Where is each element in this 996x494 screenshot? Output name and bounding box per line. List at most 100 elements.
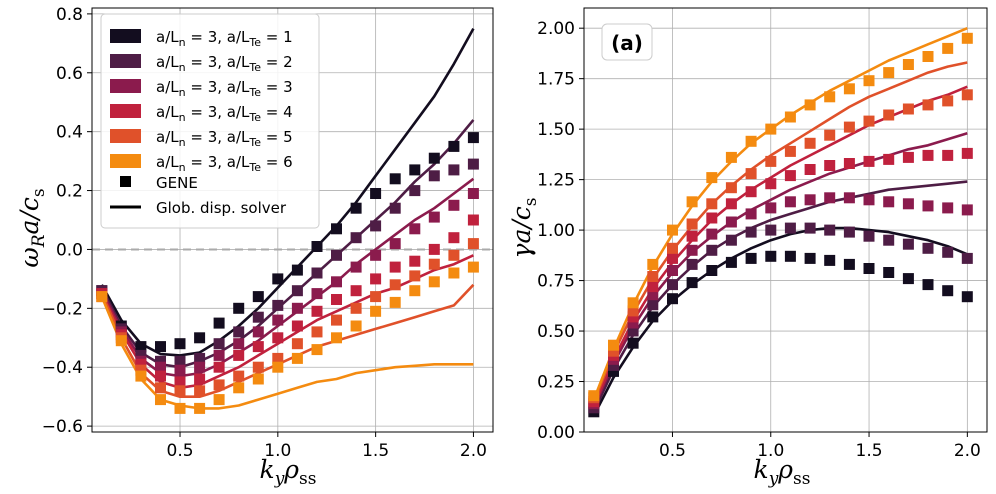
gene-point bbox=[252, 326, 264, 338]
gene-point bbox=[272, 361, 284, 373]
gene-point bbox=[467, 158, 479, 170]
gene-point bbox=[467, 214, 479, 226]
gene-point bbox=[331, 223, 342, 235]
gene-point bbox=[409, 164, 421, 176]
gene-point bbox=[804, 137, 816, 149]
gene-point bbox=[725, 216, 737, 228]
legend-swatch bbox=[110, 129, 141, 143]
legend-swatch bbox=[110, 154, 141, 168]
gene-point bbox=[667, 279, 678, 291]
gene-point bbox=[686, 244, 698, 256]
legend-box bbox=[100, 13, 320, 229]
y-tick-label: 1.75 bbox=[537, 70, 575, 90]
gene-point bbox=[174, 364, 186, 376]
y-tick-label: 0.50 bbox=[537, 322, 575, 342]
gene-point bbox=[686, 258, 698, 270]
gene-point bbox=[647, 258, 659, 270]
gene-point bbox=[863, 230, 875, 242]
x-tick-label: 1.0 bbox=[757, 441, 784, 461]
left-panel: 0.5 1.0 1.5 2.0−0.6−0.4−0.20.00.20.40.60.8 … bbox=[15, 5, 494, 489]
gene-point bbox=[233, 338, 245, 350]
gene-point bbox=[922, 149, 934, 161]
gene-point bbox=[311, 267, 323, 279]
gene-point bbox=[174, 338, 186, 350]
gene-point bbox=[745, 168, 757, 180]
gene-point bbox=[784, 170, 796, 182]
gene-point bbox=[272, 299, 284, 311]
gene-point bbox=[311, 326, 323, 338]
gene-point bbox=[824, 160, 836, 171]
gene-point bbox=[467, 132, 479, 144]
legend-solver-label: Glob. disp. solver bbox=[156, 199, 287, 217]
gene-point bbox=[902, 238, 914, 250]
y-tick-label: 1.00 bbox=[537, 221, 575, 241]
gene-point bbox=[155, 355, 166, 367]
gene-point bbox=[824, 192, 836, 204]
gene-point bbox=[409, 285, 421, 297]
y-tick-label: 0.8 bbox=[56, 5, 83, 25]
right-panel: 0.5 1.0 1.5 2.0 0.00 0.25 0.50 0.75 1.00 1.25 1.50… bbox=[507, 7, 988, 489]
gene-point bbox=[804, 164, 816, 175]
gene-point bbox=[370, 188, 382, 199]
gene-point bbox=[370, 291, 382, 303]
gene-point bbox=[706, 265, 718, 276]
legend-swatch bbox=[110, 79, 141, 93]
gene-point bbox=[467, 238, 479, 250]
legend-entry-label: a/Ln = 3, a/LTe = 4 bbox=[156, 103, 293, 124]
gene-point bbox=[213, 338, 225, 350]
left-axes-frame bbox=[91, 7, 494, 433]
gene-point bbox=[961, 147, 973, 159]
legend-entry-label: a/Ln = 3, a/LTe = 2 bbox=[156, 53, 293, 74]
legend-entry-label: a/Ln = 3, a/LTe = 1 bbox=[156, 28, 293, 49]
gene-point bbox=[706, 172, 718, 184]
gene-point bbox=[213, 349, 225, 361]
gene-point bbox=[902, 59, 914, 70]
gene-point bbox=[804, 194, 816, 206]
y-tick-label: 1.25 bbox=[537, 171, 575, 191]
gene-point bbox=[409, 223, 421, 235]
gene-point bbox=[428, 258, 440, 270]
gene-point bbox=[389, 202, 401, 214]
x-tick-label: 2.0 bbox=[460, 441, 487, 461]
gene-point bbox=[627, 317, 639, 329]
gene-point bbox=[961, 89, 973, 101]
gene-point bbox=[627, 311, 639, 323]
x-tick-label: 1.0 bbox=[264, 441, 291, 461]
solver-line bbox=[592, 26, 968, 401]
panel-label-box: (a) bbox=[601, 23, 653, 61]
gene-point bbox=[706, 244, 718, 256]
gene-point bbox=[745, 135, 757, 147]
gene-point bbox=[389, 279, 401, 291]
gene-point bbox=[863, 263, 875, 274]
gene-point bbox=[922, 242, 934, 254]
left-x-axis-label: kyρss bbox=[260, 455, 317, 489]
legend-swatch bbox=[110, 104, 141, 118]
gene-point bbox=[135, 349, 147, 361]
gene-point bbox=[863, 75, 875, 87]
gene-point bbox=[370, 249, 382, 261]
y-tick-label: 0.4 bbox=[56, 123, 83, 143]
gene-point bbox=[409, 185, 421, 197]
gene-point bbox=[706, 198, 718, 210]
gene-point bbox=[922, 99, 934, 111]
gene-point bbox=[883, 196, 895, 208]
gene-point bbox=[883, 67, 895, 79]
right-y-axis-label: γa/cs bbox=[507, 197, 541, 258]
gene-point bbox=[902, 103, 914, 115]
gene-point bbox=[96, 291, 108, 303]
gene-point bbox=[389, 173, 401, 185]
gene-point bbox=[647, 299, 659, 311]
gene-point bbox=[233, 302, 245, 314]
x-tick-label: 0.5 bbox=[167, 441, 194, 461]
gene-point bbox=[686, 277, 698, 289]
gene-point bbox=[667, 252, 678, 264]
y-tick-label: 0.75 bbox=[537, 272, 575, 292]
gene-point bbox=[608, 345, 619, 357]
gene-point bbox=[448, 140, 460, 152]
gene-point bbox=[942, 42, 954, 54]
gene-point bbox=[627, 297, 639, 309]
gene-point bbox=[409, 270, 421, 282]
gene-point bbox=[155, 394, 166, 406]
gene-point bbox=[370, 273, 382, 285]
y-tick-label: 2.00 bbox=[537, 19, 575, 39]
